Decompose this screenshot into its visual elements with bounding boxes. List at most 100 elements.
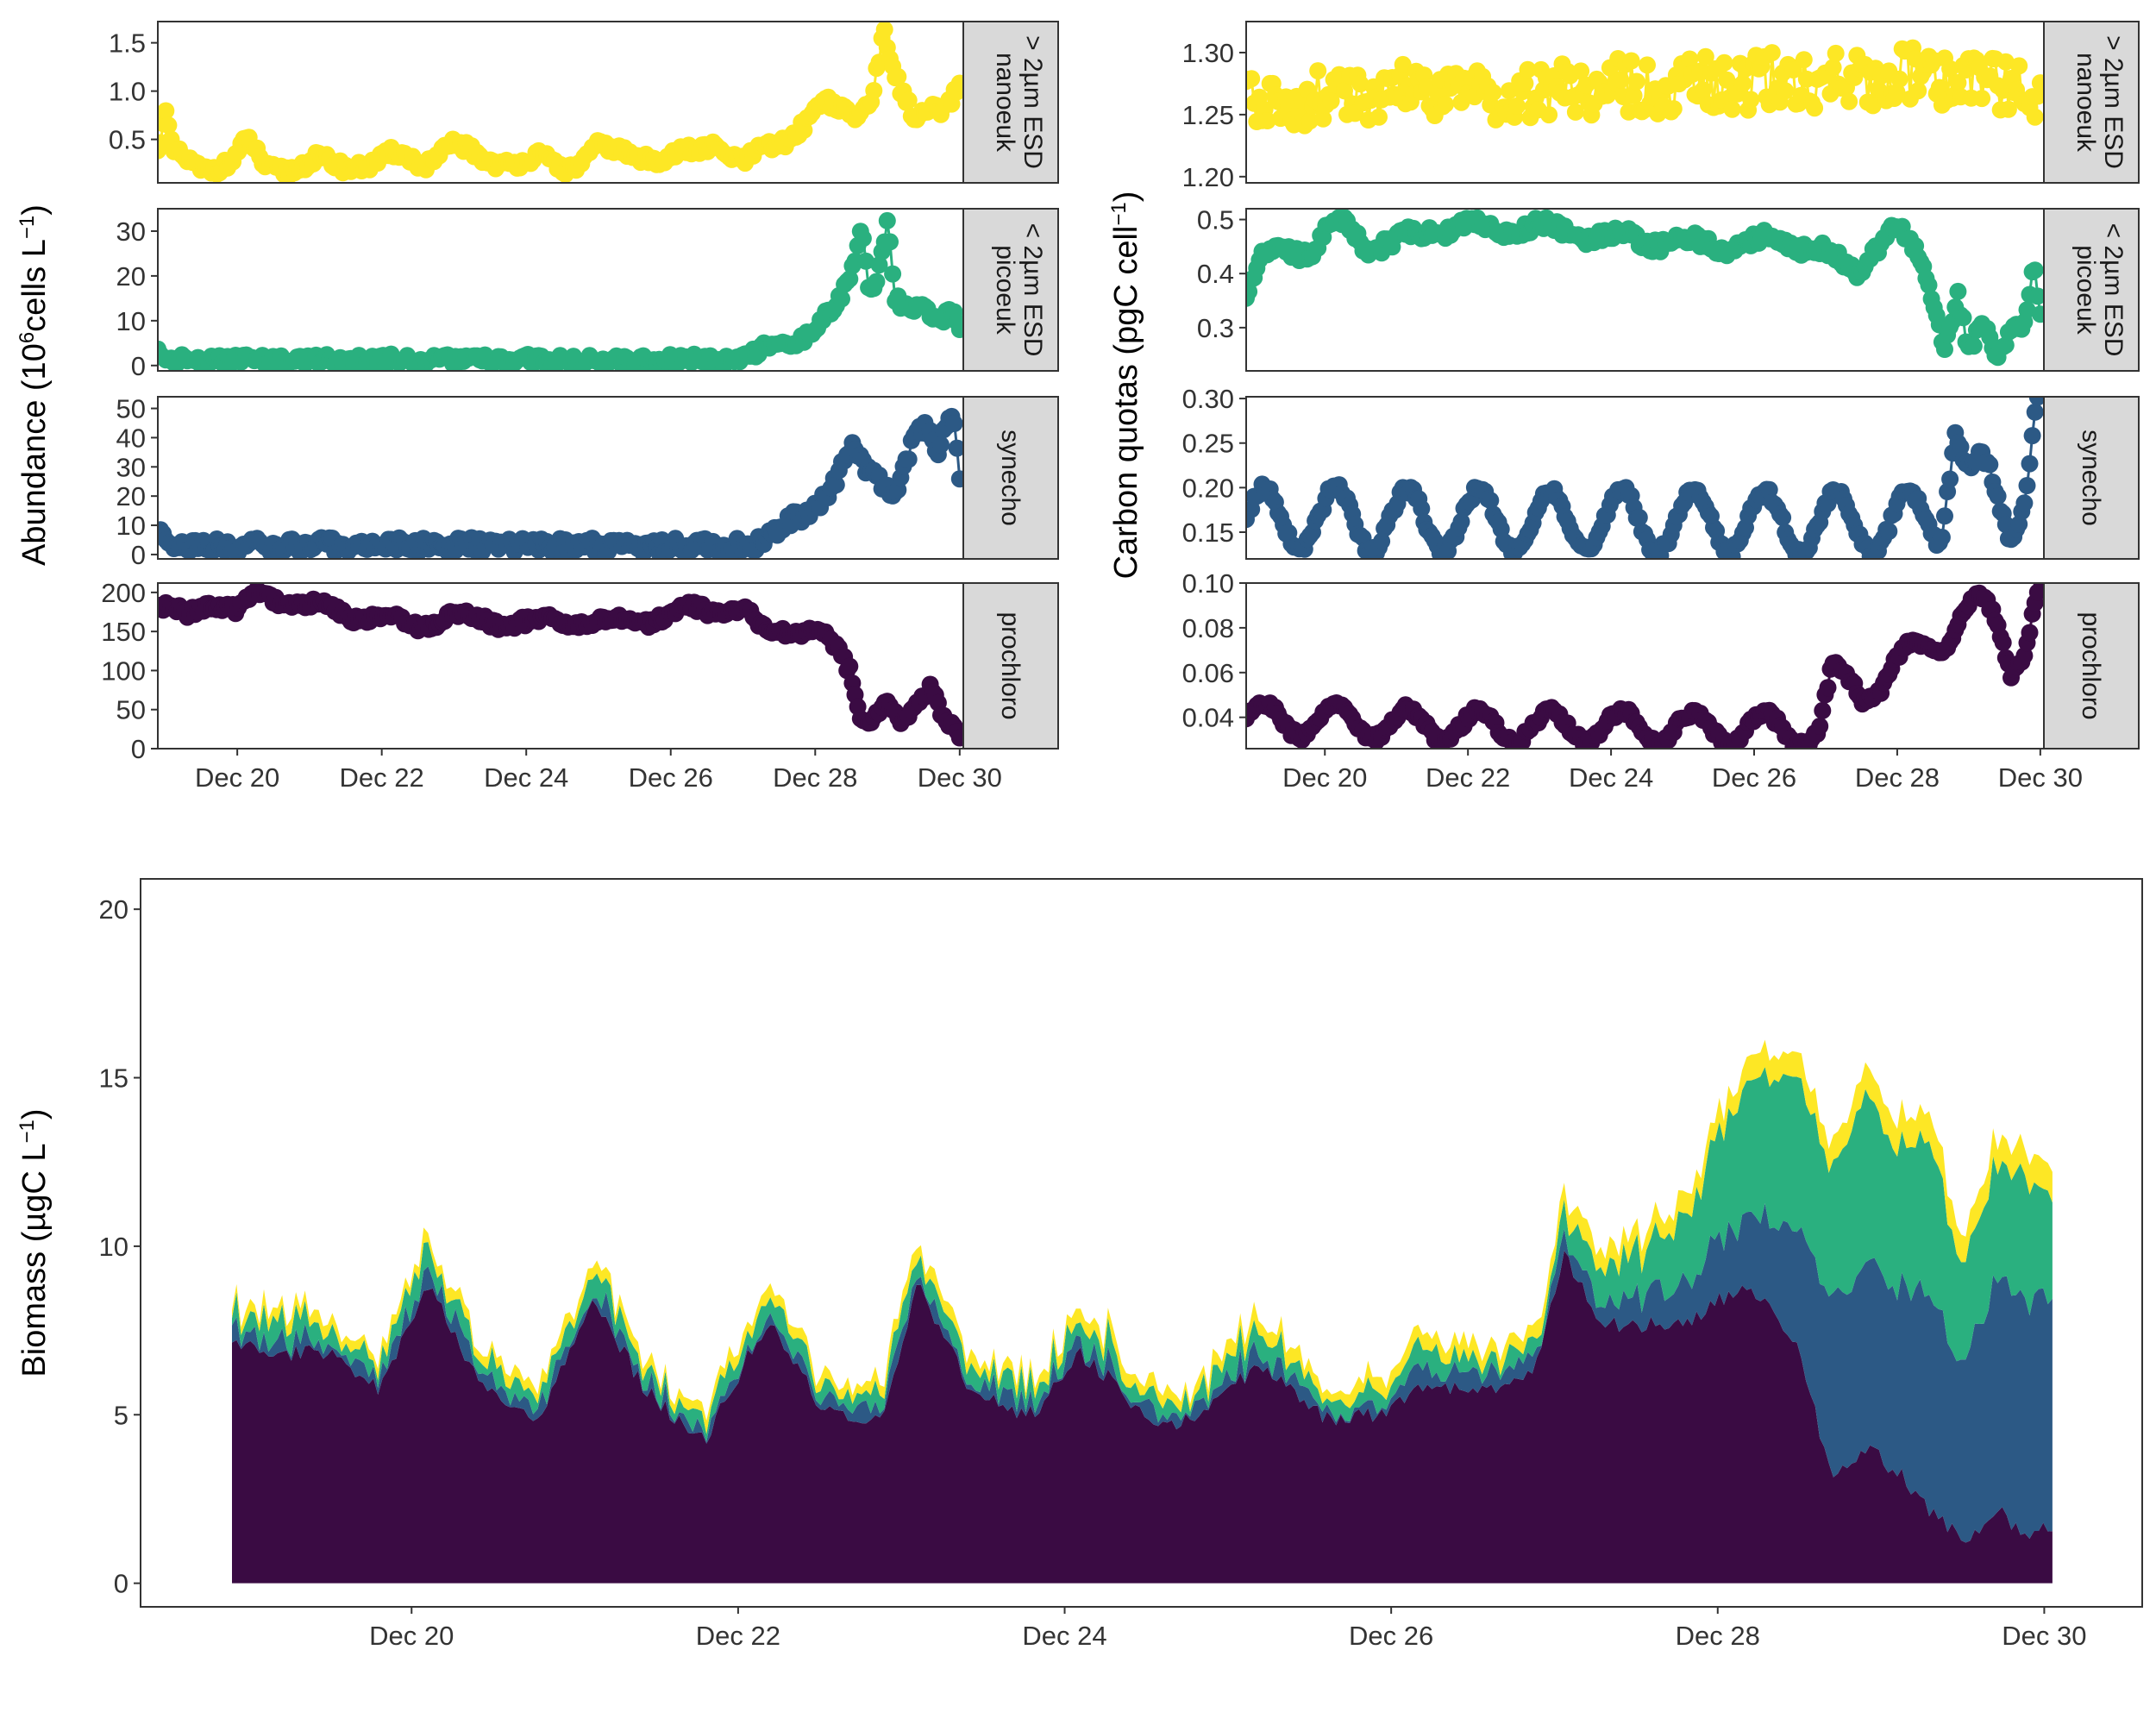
facet-strip-nanoeuk: nanoeuk > 2µm ESD <box>2043 21 2140 184</box>
x-tick-label: Dec 26 <box>629 762 713 793</box>
data-point <box>2031 74 2044 92</box>
facet-strip-prochloro: prochloro <box>962 582 1059 750</box>
facet-strip-box <box>2043 582 2140 750</box>
series-picoeuk <box>158 211 963 371</box>
data-point <box>1696 47 1714 66</box>
facet-strip-box <box>2043 396 2140 560</box>
facet-panel-nanoeuk: 1.20 1.25 1.30 nanoeuk > 2µm ESD <box>1182 21 2140 192</box>
data-point <box>1763 44 1781 62</box>
data-point <box>1824 59 1842 77</box>
facet-strip-label: prochloro <box>2077 612 2105 719</box>
data-point <box>2015 647 2034 665</box>
data-point <box>899 91 918 110</box>
data-point <box>1508 97 1526 115</box>
x-tick-label: Dec 20 <box>1282 762 1367 793</box>
axis-title-part: Abundance (10 <box>16 343 53 566</box>
facet-strip-box <box>2043 21 2140 184</box>
data-point <box>1880 523 1898 540</box>
data-point <box>857 252 874 270</box>
data-point <box>870 256 888 274</box>
data-point <box>1890 70 1908 88</box>
data-point <box>1784 61 1802 78</box>
data-point <box>868 273 886 291</box>
data-point <box>932 436 950 454</box>
x-tick-label: Dec 28 <box>1855 762 1940 793</box>
facet-strip-synecho: synecho <box>962 396 1059 560</box>
y-tick-label: 15 <box>99 1063 128 1094</box>
data-point <box>1715 53 1733 72</box>
x-tick-label: Dec 30 <box>2002 1621 2086 1651</box>
y-tick-label: 5 <box>114 1400 128 1430</box>
y-tick-label: 0 <box>131 540 146 570</box>
data-point <box>1777 82 1795 100</box>
y-tick-label: 0.06 <box>1182 658 1234 688</box>
data-point <box>1572 62 1590 80</box>
y-tick-label: 1.5 <box>109 28 146 59</box>
y-axis-title: Carbon quotas (pgC cell−1) <box>1107 191 1145 580</box>
area-series-prochloro <box>232 1251 2053 1584</box>
data-point <box>1952 438 1970 456</box>
data-point <box>1999 100 2017 118</box>
data-point <box>950 729 963 747</box>
data-point <box>1949 282 1967 300</box>
y-tick-label: 10 <box>99 1232 128 1262</box>
axis-title-part: ) <box>16 1108 53 1120</box>
data-point <box>2028 583 2044 601</box>
data-point <box>881 233 899 251</box>
axis-title-part: ) <box>1108 191 1144 203</box>
series-nanoeuk <box>1246 39 2044 135</box>
facet-panel-nanoeuk: 0.5 1.0 1.5 nanoeuk > 2µm ESD <box>109 21 1059 184</box>
data-point <box>2021 624 2039 642</box>
data-point <box>2015 494 2034 512</box>
data-point <box>878 211 896 229</box>
data-point <box>1627 72 1645 91</box>
y-tick-label: 20 <box>116 481 146 511</box>
axis-title-part: 6 <box>16 332 39 343</box>
data-point <box>1370 108 1388 126</box>
data-point <box>1258 112 1276 129</box>
data-point <box>1664 100 1683 118</box>
data-point <box>945 415 963 432</box>
data-point <box>1933 529 1951 546</box>
data-point <box>841 270 859 288</box>
y-tick-label: 200 <box>101 578 146 608</box>
y-tick-label: 30 <box>116 216 146 247</box>
y-tick-label: 0.25 <box>1182 429 1234 459</box>
x-tick-label: Dec 22 <box>696 1621 780 1651</box>
biomass-stacked-area-chart: 0 5 10 15 20 Dec 20 Dec 22 Dec 24 Dec 26 Dec 28 De… <box>16 878 2143 1651</box>
y-tick-label: 0.15 <box>1182 518 1234 548</box>
data-point <box>1973 90 1991 108</box>
facet-strip-prochloro: prochloro <box>2043 582 2140 750</box>
data-point <box>1482 492 1500 510</box>
y-tick-label: 0.30 <box>1182 384 1234 414</box>
facet-strip-synecho: synecho <box>2043 396 2140 560</box>
data-point <box>1811 718 1829 735</box>
series-nanoeuk <box>158 22 963 183</box>
data-point <box>889 67 907 85</box>
data-point <box>1566 103 1584 121</box>
facet-strip-label: nanoeuk <box>2071 53 2100 153</box>
data-point <box>827 476 845 494</box>
data-point <box>1322 92 1340 110</box>
facet-strip-label: picoeuk <box>2071 245 2100 335</box>
data-point <box>1694 81 1712 99</box>
data-point <box>2028 87 2044 105</box>
data-point <box>1300 112 1319 130</box>
data-point <box>1452 512 1470 530</box>
data-point <box>1437 95 1454 113</box>
data-point <box>1314 110 1332 128</box>
data-point <box>948 439 963 457</box>
facet-panel-picoeuk: 0.3 0.4 0.5 picoeuk < 2µm ESD <box>1197 205 2140 372</box>
data-point <box>2032 583 2044 588</box>
data-point <box>1909 82 1927 100</box>
y-tick-label: 150 <box>101 617 146 647</box>
data-point <box>1246 70 1261 88</box>
y-tick-label: 50 <box>116 695 146 725</box>
data-point <box>1981 455 1999 474</box>
axis-title-part: Biomass (µgC L <box>16 1143 53 1377</box>
data-point <box>1795 51 1813 69</box>
facet-panel-prochloro: 0 50 100 150 200 prochloro <box>101 578 1059 764</box>
